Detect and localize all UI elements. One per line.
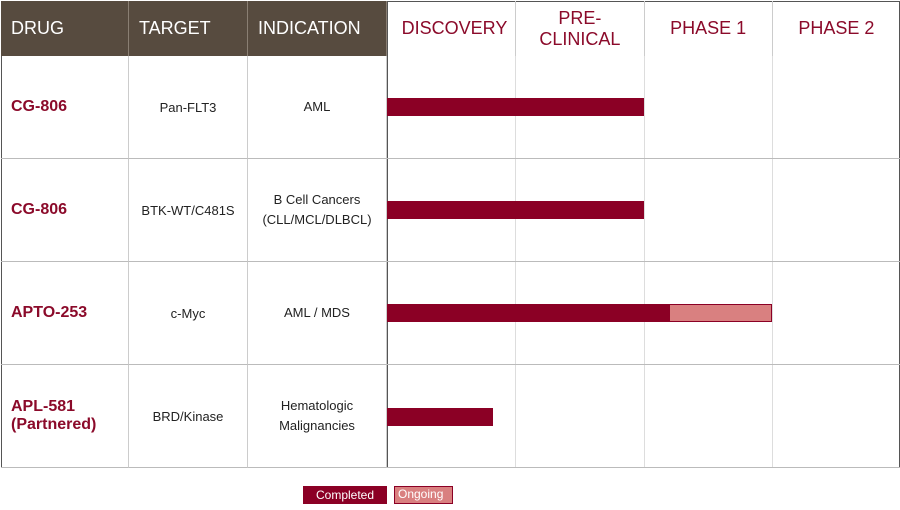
target-text: c-Myc bbox=[170, 305, 206, 321]
phase-header: PRE-CLINICAL bbox=[515, 1, 643, 56]
indication: AML / MDS bbox=[248, 262, 387, 365]
legend-completed-text: Completed bbox=[315, 488, 375, 502]
phase-divider bbox=[643, 56, 645, 468]
indication-text: AML / MDS bbox=[284, 305, 350, 320]
phase-header: PHASE 1 bbox=[643, 1, 772, 56]
drug-name-text: APL-581 (Partnered) bbox=[11, 398, 97, 433]
phase-divider bbox=[771, 56, 773, 468]
row-border bbox=[387, 467, 900, 468]
column-header: DRUG bbox=[1, 1, 129, 56]
row-border bbox=[387, 158, 900, 159]
completed-bar bbox=[387, 408, 494, 426]
phase-header-text: DISCOVERY bbox=[401, 18, 508, 38]
row-border bbox=[387, 364, 900, 365]
indication: Hematologic Malignancies bbox=[248, 365, 387, 468]
phase-border bbox=[387, 1, 388, 468]
row-border bbox=[387, 261, 900, 262]
target: Pan-FLT3 bbox=[129, 56, 248, 159]
legend-ongoing: Ongoing bbox=[394, 486, 453, 504]
indication: AML bbox=[248, 56, 387, 159]
target: BRD/Kinase bbox=[129, 365, 248, 468]
phase-header-text: PRE-CLINICAL bbox=[539, 7, 621, 49]
completed-bar bbox=[387, 201, 644, 219]
drug-name: CG-806 bbox=[1, 56, 129, 159]
drug-name-text: APTO-253 bbox=[11, 304, 88, 321]
drug-name: CG-806 bbox=[1, 159, 129, 262]
phase-divider bbox=[515, 56, 517, 468]
indication: B Cell Cancers (CLL/MCL/DLBCL) bbox=[248, 159, 387, 262]
phase-header-text: PHASE 1 bbox=[670, 18, 747, 38]
phase-header: DISCOVERY bbox=[387, 1, 515, 56]
phase-header: PHASE 2 bbox=[771, 1, 900, 56]
completed-bar bbox=[387, 98, 644, 116]
legend-ongoing-text: Ongoing bbox=[398, 487, 444, 501]
indication-text: B Cell Cancers (CLL/MCL/DLBCL) bbox=[262, 192, 372, 227]
phase-header-text: PHASE 2 bbox=[798, 18, 875, 38]
drug-name: APTO-253 bbox=[1, 262, 129, 365]
ongoing-bar bbox=[669, 304, 772, 322]
column-header-text: INDICATION bbox=[258, 18, 361, 38]
target: BTK-WT/C481S bbox=[129, 159, 248, 262]
drug-name-text: CG-806 bbox=[11, 98, 68, 115]
completed-bar bbox=[387, 304, 670, 322]
drug-name-text: CG-806 bbox=[11, 201, 68, 218]
legend-completed: Completed bbox=[303, 486, 387, 504]
target-text: Pan-FLT3 bbox=[159, 99, 217, 115]
indication-text: AML bbox=[303, 99, 331, 114]
indication-text: Hematologic Malignancies bbox=[279, 398, 355, 433]
column-header: INDICATION bbox=[248, 1, 387, 56]
column-header: TARGET bbox=[129, 1, 248, 56]
target-text: BRD/Kinase bbox=[152, 408, 224, 424]
target-text: BTK-WT/C481S bbox=[141, 202, 235, 218]
drug-name: APL-581 (Partnered) bbox=[1, 365, 129, 468]
column-header-text: DRUG bbox=[11, 18, 64, 38]
target: c-Myc bbox=[129, 262, 248, 365]
column-header-text: TARGET bbox=[139, 18, 211, 38]
